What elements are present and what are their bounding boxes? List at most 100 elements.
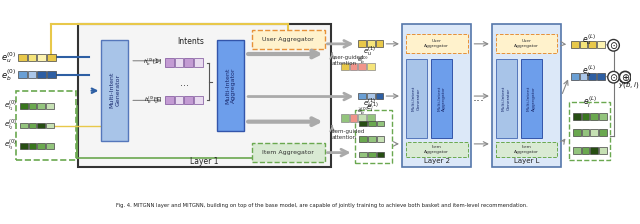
FancyBboxPatch shape — [47, 71, 56, 78]
FancyBboxPatch shape — [590, 129, 598, 136]
FancyBboxPatch shape — [358, 114, 366, 122]
FancyBboxPatch shape — [377, 152, 385, 157]
FancyBboxPatch shape — [165, 96, 173, 104]
Text: Multi-Intent
Aggregator: Multi-Intent Aggregator — [437, 86, 446, 111]
FancyBboxPatch shape — [349, 63, 357, 70]
FancyBboxPatch shape — [37, 54, 46, 61]
FancyBboxPatch shape — [359, 152, 367, 157]
FancyBboxPatch shape — [406, 142, 468, 157]
FancyBboxPatch shape — [175, 58, 184, 67]
FancyBboxPatch shape — [165, 58, 173, 67]
FancyBboxPatch shape — [37, 143, 45, 149]
Text: ...: ... — [472, 91, 484, 104]
Text: $\tilde{\bar{e}}_b^{(0)}$: $\tilde{\bar{e}}_b^{(0)}$ — [357, 105, 369, 117]
FancyBboxPatch shape — [377, 121, 385, 127]
FancyBboxPatch shape — [599, 147, 607, 154]
FancyBboxPatch shape — [78, 24, 332, 167]
FancyBboxPatch shape — [367, 63, 375, 70]
FancyBboxPatch shape — [495, 59, 517, 138]
Text: Item Aggregator: Item Aggregator — [262, 150, 314, 155]
FancyBboxPatch shape — [368, 152, 376, 157]
FancyBboxPatch shape — [368, 121, 376, 127]
FancyBboxPatch shape — [29, 143, 36, 149]
FancyBboxPatch shape — [37, 123, 45, 128]
FancyBboxPatch shape — [588, 73, 596, 80]
FancyBboxPatch shape — [599, 113, 607, 120]
Circle shape — [620, 71, 631, 83]
FancyBboxPatch shape — [431, 59, 452, 138]
Text: user-guided
attention: user-guided attention — [332, 55, 364, 66]
FancyBboxPatch shape — [367, 114, 375, 122]
Text: $e_{i_1}^{(0)}$: $e_{i_1}^{(0)}$ — [4, 99, 17, 114]
Text: Multi-Intent
Generator: Multi-Intent Generator — [412, 86, 420, 111]
Text: User
Aggregator: User Aggregator — [514, 39, 539, 48]
FancyBboxPatch shape — [18, 71, 27, 78]
Text: User Aggregator: User Aggregator — [262, 37, 314, 42]
Text: Intents: Intents — [178, 37, 205, 46]
FancyBboxPatch shape — [590, 147, 598, 154]
Text: $e_{i_3}^{(0)}$: $e_{i_3}^{(0)}$ — [4, 138, 17, 153]
FancyBboxPatch shape — [47, 54, 56, 61]
FancyBboxPatch shape — [376, 93, 383, 99]
FancyBboxPatch shape — [28, 71, 36, 78]
Text: Item
Aggregator: Item Aggregator — [514, 145, 539, 154]
FancyBboxPatch shape — [37, 71, 46, 78]
FancyBboxPatch shape — [573, 113, 580, 120]
FancyBboxPatch shape — [349, 114, 357, 122]
Text: $h_b^{(0)}[T]$: $h_b^{(0)}[T]$ — [143, 94, 162, 106]
FancyBboxPatch shape — [406, 59, 427, 138]
FancyBboxPatch shape — [406, 34, 468, 53]
Text: Layer L: Layer L — [514, 158, 540, 164]
Text: $h_b^{(0)}[1]$: $h_b^{(0)}[1]$ — [143, 56, 162, 68]
FancyBboxPatch shape — [341, 114, 349, 122]
FancyBboxPatch shape — [599, 129, 607, 136]
FancyBboxPatch shape — [367, 41, 375, 47]
FancyBboxPatch shape — [368, 136, 376, 142]
FancyBboxPatch shape — [580, 41, 588, 48]
FancyBboxPatch shape — [492, 24, 561, 167]
Text: User
Aggregator: User Aggregator — [424, 39, 449, 48]
FancyBboxPatch shape — [597, 73, 605, 80]
Text: Multi-Intent
Aggregator: Multi-Intent Aggregator — [527, 86, 536, 111]
Text: Multi-Intent
Aggregator: Multi-Intent Aggregator — [225, 67, 236, 104]
Text: $\odot$: $\odot$ — [609, 72, 618, 83]
FancyBboxPatch shape — [582, 113, 589, 120]
FancyBboxPatch shape — [359, 136, 367, 142]
Text: Item
Aggregator: Item Aggregator — [424, 145, 449, 154]
Text: Multi-Intent
Generator: Multi-Intent Generator — [109, 72, 120, 108]
Text: $e_b^{(0)}$: $e_b^{(0)}$ — [1, 67, 16, 83]
FancyBboxPatch shape — [184, 58, 193, 67]
Text: $\hat{y}(b,i)$: $\hat{y}(b,i)$ — [618, 79, 639, 91]
FancyBboxPatch shape — [175, 96, 184, 104]
FancyBboxPatch shape — [358, 93, 366, 99]
FancyBboxPatch shape — [521, 59, 542, 138]
FancyBboxPatch shape — [20, 143, 28, 149]
Text: $e_b^{(1)}$: $e_b^{(1)}$ — [364, 97, 376, 111]
Text: $e_i^{(L)}$: $e_i^{(L)}$ — [584, 95, 597, 110]
Text: $\oplus$: $\oplus$ — [621, 72, 630, 83]
FancyBboxPatch shape — [28, 54, 36, 61]
FancyBboxPatch shape — [376, 41, 383, 47]
FancyBboxPatch shape — [252, 143, 324, 162]
FancyBboxPatch shape — [495, 142, 557, 157]
Text: $e_u^{(0)}$: $e_u^{(0)}$ — [1, 50, 16, 65]
Text: item-guided
attention: item-guided attention — [332, 129, 365, 140]
FancyBboxPatch shape — [37, 103, 45, 109]
FancyBboxPatch shape — [29, 123, 36, 128]
Text: ...: ... — [180, 78, 189, 88]
FancyBboxPatch shape — [359, 121, 367, 127]
FancyBboxPatch shape — [184, 96, 193, 104]
FancyBboxPatch shape — [367, 93, 375, 99]
FancyBboxPatch shape — [573, 129, 580, 136]
Text: $\tilde{e}_b^{(0)}$: $\tilde{e}_b^{(0)}$ — [357, 54, 369, 66]
FancyBboxPatch shape — [597, 41, 605, 48]
FancyBboxPatch shape — [46, 143, 54, 149]
FancyBboxPatch shape — [495, 34, 557, 53]
FancyBboxPatch shape — [590, 113, 598, 120]
FancyBboxPatch shape — [20, 103, 28, 109]
FancyBboxPatch shape — [194, 96, 203, 104]
FancyBboxPatch shape — [582, 147, 589, 154]
FancyBboxPatch shape — [573, 147, 580, 154]
FancyBboxPatch shape — [217, 39, 244, 131]
FancyBboxPatch shape — [46, 123, 54, 128]
